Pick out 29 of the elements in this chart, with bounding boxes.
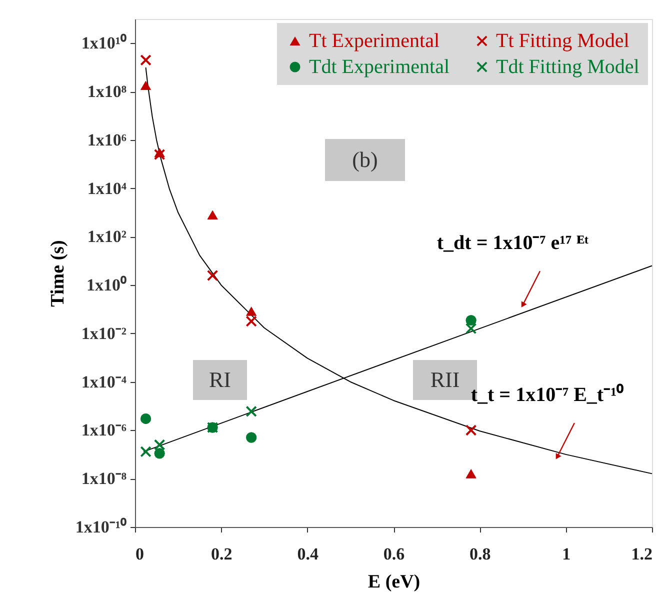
x-tick-label: 0	[136, 544, 144, 564]
annotation: t_t = 1x10⁻⁷ E_t⁻¹⁰	[470, 382, 624, 406]
x-tick-label: 0.6	[383, 544, 405, 564]
y-axis-title: Time (s)	[47, 240, 68, 307]
legend-label: Tdt Fitting Model	[496, 56, 640, 78]
x-axis-title: E (eV)	[368, 572, 420, 592]
annotation: t_dt = 1x10⁻⁷ e¹⁷ ᴱᵗ	[436, 232, 590, 254]
annotation: RII	[430, 367, 460, 392]
x-tick-label: 1.2	[631, 544, 652, 564]
y-tick-label: 1x10²	[87, 227, 126, 246]
annotation: RI	[209, 367, 231, 392]
x-tick-label: 0.2	[211, 544, 232, 564]
y-tick-label: 1x10⁻⁶	[81, 420, 126, 440]
x-tick-label: 1	[562, 544, 571, 564]
y-tick-label: 1x10⁰	[86, 276, 126, 295]
y-tick-label: 1x10⁴	[87, 178, 126, 198]
y-tick-label: 1x10⁻⁴	[81, 372, 126, 392]
y-tick-label: 1x10⁶	[87, 130, 126, 150]
y-tick-label: 1x10⁻⁸	[81, 469, 126, 488]
y-tick-label: 1x10⁻¹⁰	[75, 518, 126, 536]
x-tick-label: 0.8	[470, 544, 491, 564]
y-tick-label: 1x10¹⁰	[81, 34, 126, 53]
legend-label: Tt Experimental	[309, 30, 440, 52]
legend-label: Tdt Experimental	[309, 56, 450, 78]
x-tick-label: 0.4	[297, 544, 319, 564]
legend-label: Tt Fitting Model	[496, 30, 630, 52]
y-tick-label: 1x10⁻²	[81, 324, 126, 343]
y-tick-label: 1x10⁸	[87, 82, 126, 102]
annotation: (b)	[352, 147, 378, 172]
